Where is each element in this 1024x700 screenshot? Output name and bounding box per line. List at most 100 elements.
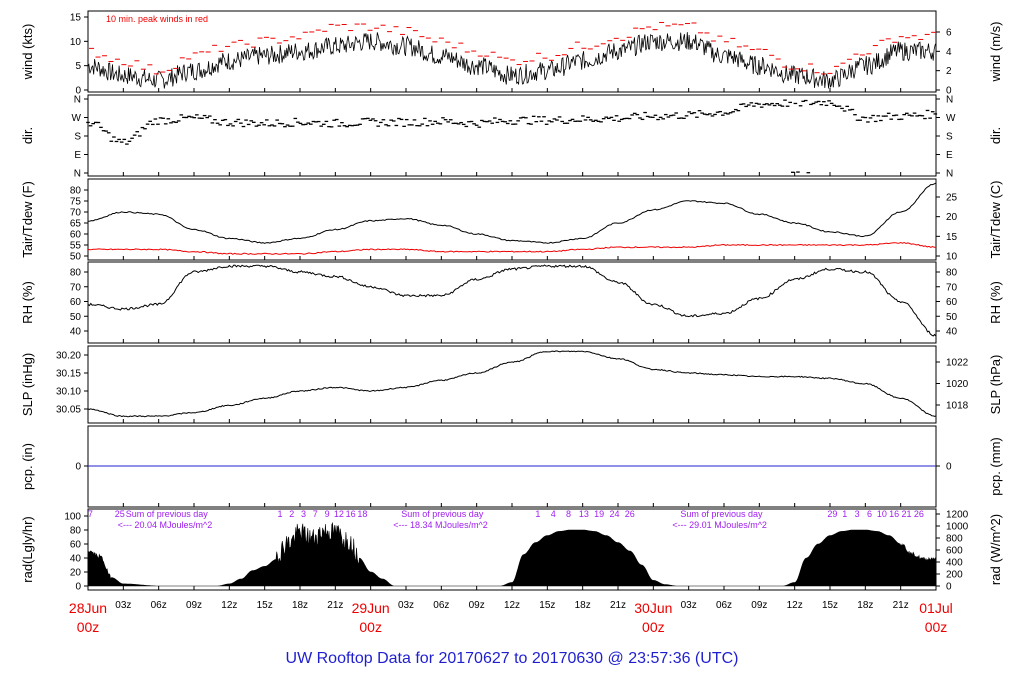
uv-label: 13 [579,509,589,519]
tair-series [87,182,937,244]
right-tick-label: 70 [946,282,958,293]
time-tick-label: 03z [681,600,697,611]
left-tick-label: 65 [70,219,82,230]
uv-label: 16 [346,509,356,519]
uv-label: 3 [301,509,306,519]
uv-label: 8 [566,509,571,519]
left-tick-label: 80 [70,526,82,537]
panel-frame-dir [87,94,937,177]
date-label-hour: 00z [77,619,100,635]
uv-label: 24 [609,509,619,519]
right-tick-label: W [946,113,956,124]
right-axis-label-rad: rad (W/m^2) [988,514,1003,585]
right-tick-label: 1018 [946,401,969,412]
left-tick-label: 50 [70,252,82,263]
right-tick-label: N [946,95,953,106]
left-tick-label: 30.15 [56,369,81,380]
wind-speed-series [87,32,937,89]
uv-label: 12 [334,509,344,519]
uv-label: 29 [827,509,837,519]
uv-label: 2 [289,509,294,519]
right-tick-label: 4 [946,47,952,58]
left-tick-label: 55 [70,241,82,252]
date-label-day: 29Jun [352,600,390,616]
left-tick-label: 60 [70,297,82,308]
tdew-series [87,241,936,255]
right-tick-label: 40 [946,327,958,338]
uv-label: 9 [325,509,330,519]
date-label-hour: 00z [925,619,948,635]
right-axis-label-dir: dir. [988,127,1003,144]
left-axis-label-pcp: pcp. (in) [20,443,35,490]
right-axis-label-slp: SLP (hPa) [988,355,1003,415]
rad-sum-note-value: <--- 20.04 MJoules/m^2 [118,520,213,530]
right-tick-label: 60 [946,297,958,308]
left-tick-label: 30.05 [56,405,81,416]
rad-sum-note-value: <--- 18.34 MJoules/m^2 [393,520,488,530]
radiation-series [87,521,937,587]
left-tick-label: S [74,132,81,143]
right-tick-label: 20 [946,212,958,223]
uv-label: 25 [115,509,125,519]
right-tick-label: S [946,132,953,143]
right-tick-label: 25 [946,193,958,204]
right-tick-label: 2 [946,66,952,77]
rad-sum-note-title: Sum of previous day [680,509,763,519]
left-axis-label-temp: Tair/Tdew (F) [20,181,35,258]
uv-label: 16 [889,509,899,519]
date-label-day: 30Jun [634,600,672,616]
uv-label: 18 [357,509,367,519]
panel-frame-slp [87,345,937,424]
left-tick-label: W [72,113,82,124]
left-tick-label: 60 [70,230,82,241]
left-tick-label: 70 [70,282,82,293]
rad-sum-note-value: <--- 29.01 MJoules/m^2 [672,520,767,530]
time-tick-label: 15z [822,600,838,611]
time-tick-label: 18z [575,600,591,611]
uv-label: 1 [277,509,282,519]
left-axis-label-dir: dir. [20,127,35,144]
left-tick-label: 30.20 [56,351,81,362]
left-axis-label-rh: RH (%) [20,281,35,324]
time-tick-label: 18z [857,600,873,611]
date-label-hour: 00z [359,619,382,635]
left-tick-label: E [74,150,81,161]
right-tick-label: 0 [946,462,952,473]
right-tick-label: 200 [946,570,963,581]
left-axis-label-rad: rad(Lgly/hr) [20,516,35,582]
time-tick-label: 12z [504,600,520,611]
left-tick-label: 0 [75,86,81,97]
wind-peak-note: 10 min. peak winds in red [106,14,208,24]
right-axis-label-wind: wind (m/s) [988,22,1003,83]
time-tick-label: 21z [893,600,909,611]
left-tick-label: 80 [70,186,82,197]
time-tick-label: 15z [257,600,273,611]
time-tick-label: 09z [186,600,202,611]
right-tick-label: N [946,169,953,180]
right-tick-label: 0 [946,582,952,593]
date-label-hour: 00z [642,619,665,635]
left-tick-label: 5 [75,61,81,72]
left-tick-label: 40 [70,554,82,565]
right-tick-label: 6 [946,28,952,39]
left-tick-label: 0 [75,462,81,473]
time-tick-label: 09z [751,600,767,611]
slp-series [87,350,937,418]
left-tick-label: 50 [70,312,82,323]
rad-sum-note-title: Sum of previous day [126,509,209,519]
right-tick-label: 15 [946,232,958,243]
date-label-day: 01Jul [919,600,952,616]
left-tick-label: 80 [70,268,82,279]
right-tick-label: 1022 [946,358,969,369]
right-tick-label: 1020 [946,379,969,390]
right-tick-label: 800 [946,534,963,545]
left-tick-label: 100 [64,512,81,523]
uv-label: 3 [855,509,860,519]
left-tick-label: 10 [70,37,82,48]
right-tick-label: 1000 [946,522,969,533]
right-tick-label: 1200 [946,510,969,521]
left-axis-label-slp: SLP (inHg) [20,353,35,416]
uv-label: 10 [877,509,887,519]
uv-label: 4 [551,509,556,519]
